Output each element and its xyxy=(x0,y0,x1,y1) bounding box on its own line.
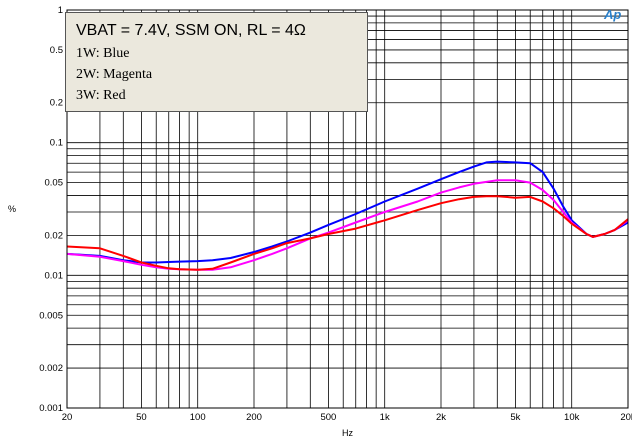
y-tick-label: 0.002 xyxy=(39,363,63,374)
x-tick-label: 20k xyxy=(620,412,632,423)
x-tick-label: 2k xyxy=(436,412,446,423)
legend-title-text: VBAT = 7.4V, SSM ON, RL = 4Ω xyxy=(76,22,306,39)
plot-frame xyxy=(66,9,629,409)
x-tick-label: 50 xyxy=(136,412,147,423)
x-tick-label: 1k xyxy=(380,412,390,423)
y-tick-label: 1 xyxy=(58,5,63,16)
legend-entry-1: 1W: Blue xyxy=(76,46,130,61)
series-line-3 xyxy=(66,195,629,271)
y-axis-label: % xyxy=(8,204,16,214)
series-lines xyxy=(66,160,629,271)
x-tick-label: 500 xyxy=(320,412,336,423)
x-tick-labels: 20 50 100 200 500 1k 2k 5k 10k 20k xyxy=(62,412,632,423)
x-tick-label: 10k xyxy=(564,412,580,423)
brand-logo: Ap xyxy=(604,7,622,22)
x-axis-label: Hz xyxy=(342,428,353,438)
legend-entry-3: 3W: Red xyxy=(76,88,126,103)
x-tick-label: 100 xyxy=(190,412,206,423)
series-line-1 xyxy=(66,160,629,264)
legend-title: VBAT = 7.4V, SSM ON, RL = 4Ω xyxy=(76,22,306,40)
x-tick-label: 20 xyxy=(62,412,73,423)
y-tick-label: 0.5 xyxy=(50,45,63,56)
y-tick-labels: 0.001 0.002 0.005 0.01 0.02 0.05 0.1 0.2 0.5 1 xyxy=(39,5,63,414)
series-line-2 xyxy=(66,179,629,271)
x-tick-label: 200 xyxy=(246,412,262,423)
y-tick-label: 0.01 xyxy=(45,270,64,281)
y-tick-label: 0.005 xyxy=(39,310,63,321)
y-tick-label: 0.02 xyxy=(45,230,64,241)
legend: VBAT = 7.4V, SSM ON, RL = 4Ω 1W: Blue 2W… xyxy=(65,12,368,112)
y-tick-label: 0.2 xyxy=(50,98,63,109)
y-tick-label: 0.001 xyxy=(39,403,63,414)
legend-entry-2: 2W: Magenta xyxy=(76,67,153,82)
y-tick-label: 0.05 xyxy=(45,178,64,189)
y-tick-label: 0.1 xyxy=(50,138,63,149)
x-tick-label: 5k xyxy=(510,412,520,423)
